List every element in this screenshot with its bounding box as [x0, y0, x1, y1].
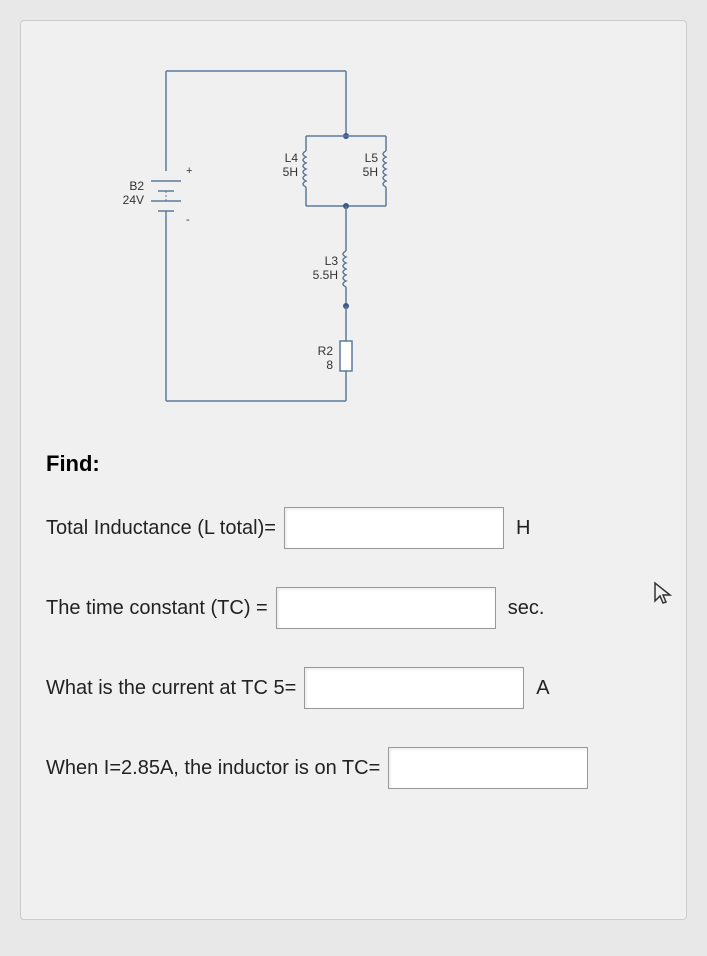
l3-name: L3 [300, 254, 338, 268]
q2-text: The time constant (TC) = [46, 597, 268, 620]
l5-name: L5 [348, 151, 378, 165]
find-heading: Find: [46, 451, 661, 477]
battery-value: 24V [104, 193, 144, 207]
svg-text:-: - [186, 214, 190, 226]
q1-unit: H [516, 517, 530, 540]
r2-name: R2 [308, 344, 333, 358]
r2-label: R2 8 [308, 344, 333, 373]
q1-input[interactable] [284, 507, 504, 549]
r2-value: 8 [308, 358, 333, 372]
q3-unit: A [536, 677, 549, 700]
l4-value: 5H [268, 165, 298, 179]
cursor-icon [652, 581, 674, 607]
q4-input[interactable] [388, 747, 588, 789]
battery-name: B2 [104, 179, 144, 193]
q3-text: What is the current at TC 5= [46, 677, 296, 700]
circuit-svg: + - [96, 51, 456, 421]
q2-unit: sec. [508, 597, 545, 620]
q2-input[interactable] [276, 587, 496, 629]
circuit-diagram: + - B2 24V L4 5H L5 5H L3 5.5H R2 8 [96, 51, 456, 421]
q4-text: When I=2.85A, the inductor is on TC= [46, 757, 380, 780]
worksheet-page: + - B2 24V L4 5H L5 5H L3 5.5H R2 8 Find… [20, 20, 687, 920]
l3-value: 5.5H [300, 268, 338, 282]
question-1: Total Inductance (L total)= H [46, 507, 661, 549]
l3-label: L3 5.5H [300, 254, 338, 283]
q1-text: Total Inductance (L total)= [46, 517, 276, 540]
battery-label: B2 24V [104, 179, 144, 208]
question-2: The time constant (TC) = sec. [46, 587, 661, 629]
l4-label: L4 5H [268, 151, 298, 180]
question-3: What is the current at TC 5= A [46, 667, 661, 709]
svg-text:+: + [186, 165, 192, 177]
l5-label: L5 5H [348, 151, 378, 180]
question-4: When I=2.85A, the inductor is on TC= [46, 747, 661, 789]
l4-name: L4 [268, 151, 298, 165]
q3-input[interactable] [304, 667, 524, 709]
l5-value: 5H [348, 165, 378, 179]
